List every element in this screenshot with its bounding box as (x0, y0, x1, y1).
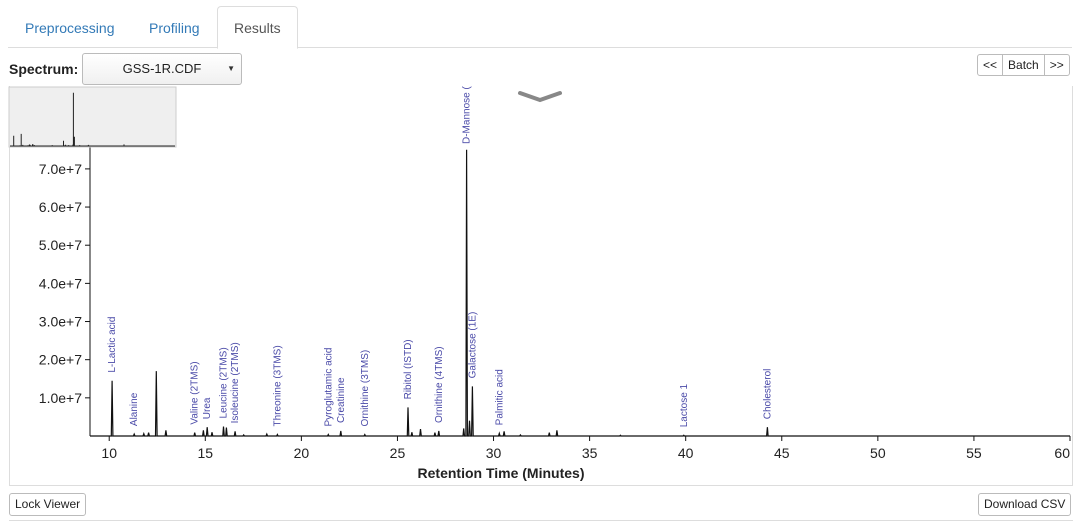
tab-preprocessing[interactable]: Preprocessing (25, 20, 115, 36)
y-tick-label: 7.0e+7 (39, 161, 82, 177)
peak-label: Galactose (1E) (467, 312, 478, 379)
chromatogram-chart[interactable]: 1.0e+7 2.0e+7 3.0e+7 4.0e+7 5.0e+7 6.0e+7 7.0e… (0, 0, 1088, 490)
minimap-trace (10, 92, 175, 147)
peak-label: D-Mannose ( (462, 86, 473, 144)
x-axis-title: Retention Time (Minutes) (418, 465, 585, 481)
spectrum-label: Spectrum: (9, 61, 79, 77)
batch-nav: << Batch >> (977, 54, 1070, 76)
peak-label: Cholesterol (762, 369, 773, 420)
y-tick-label: 2.0e+7 (39, 352, 82, 368)
y-tick-label: 1.0e+7 (39, 390, 82, 406)
peak-label: Palmitic acid (494, 369, 505, 425)
tab-profiling[interactable]: Profiling (149, 20, 200, 36)
footer-divider (9, 520, 1073, 521)
peak-label: Creatinine (336, 377, 347, 423)
download-csv-button[interactable]: Download CSV (978, 493, 1072, 516)
x-tick-label: 50 (870, 445, 886, 461)
x-tick-label: 30 (486, 445, 502, 461)
y-tick-label: 6.0e+7 (39, 199, 82, 215)
peak-label: Pyroglutamic acid (323, 348, 334, 427)
chevron-down-icon[interactable] (518, 91, 562, 103)
y-tick-label: 5.0e+7 (39, 237, 82, 253)
spectrum-select[interactable]: GSS-1R.CDF ▼ (82, 53, 242, 85)
peak-label: Ribitol (ISTD) (403, 339, 414, 399)
peak-label: Isoleucine (2TMS) (230, 342, 241, 423)
x-tick-label: 60 (1054, 445, 1070, 461)
spectrum-select-value: GSS-1R.CDF (122, 61, 202, 76)
y-axis: 1.0e+7 2.0e+7 3.0e+7 4.0e+7 5.0e+7 6.0e+7 7.0e… (39, 161, 90, 406)
x-tick-label: 10 (101, 445, 117, 461)
batch-prev-button[interactable]: << (977, 54, 1004, 76)
tab-results[interactable]: Results (217, 6, 298, 49)
peak-label: Ornithine (4TMS) (434, 346, 445, 423)
caret-down-icon: ▼ (227, 64, 235, 73)
peak-label: Ornithine (3TMS) (360, 350, 371, 427)
x-tick-label: 55 (966, 445, 982, 461)
x-tick-label: 35 (582, 445, 598, 461)
x-tick-label: 25 (390, 445, 406, 461)
peak-label: Valine (2TMS) (190, 361, 201, 424)
x-tick-label: 15 (198, 445, 214, 461)
peak-label: L-Lactic acid (107, 317, 118, 373)
batch-next-button[interactable]: >> (1043, 54, 1070, 76)
y-tick-label: 3.0e+7 (39, 314, 82, 330)
y-tick-label: 4.0e+7 (39, 275, 82, 291)
lock-viewer-button[interactable]: Lock Viewer (9, 493, 87, 516)
peak-label: Alanine (129, 392, 140, 426)
peak-label: Leucine (2TMS) (219, 347, 230, 418)
x-tick-label: 40 (678, 445, 694, 461)
peak-label: Urea (202, 397, 213, 419)
peak-label: Threonine (3TMS) (272, 345, 283, 426)
chart-panel (9, 86, 1073, 486)
overview-minimap[interactable] (8, 86, 177, 148)
x-axis: 10 15 20 25 30 35 40 45 50 55 60 (101, 436, 1071, 461)
x-tick-label: 20 (294, 445, 310, 461)
x-tick-label: 45 (774, 445, 790, 461)
minimap-background (8, 86, 177, 148)
peak-annotations: L-Lactic acid Alanine Valine (2TMS) Urea Leu… (107, 86, 773, 428)
tab-bar: Preprocessing Profiling Results (8, 0, 1072, 49)
peak-label: Lactose 1 (679, 383, 690, 427)
